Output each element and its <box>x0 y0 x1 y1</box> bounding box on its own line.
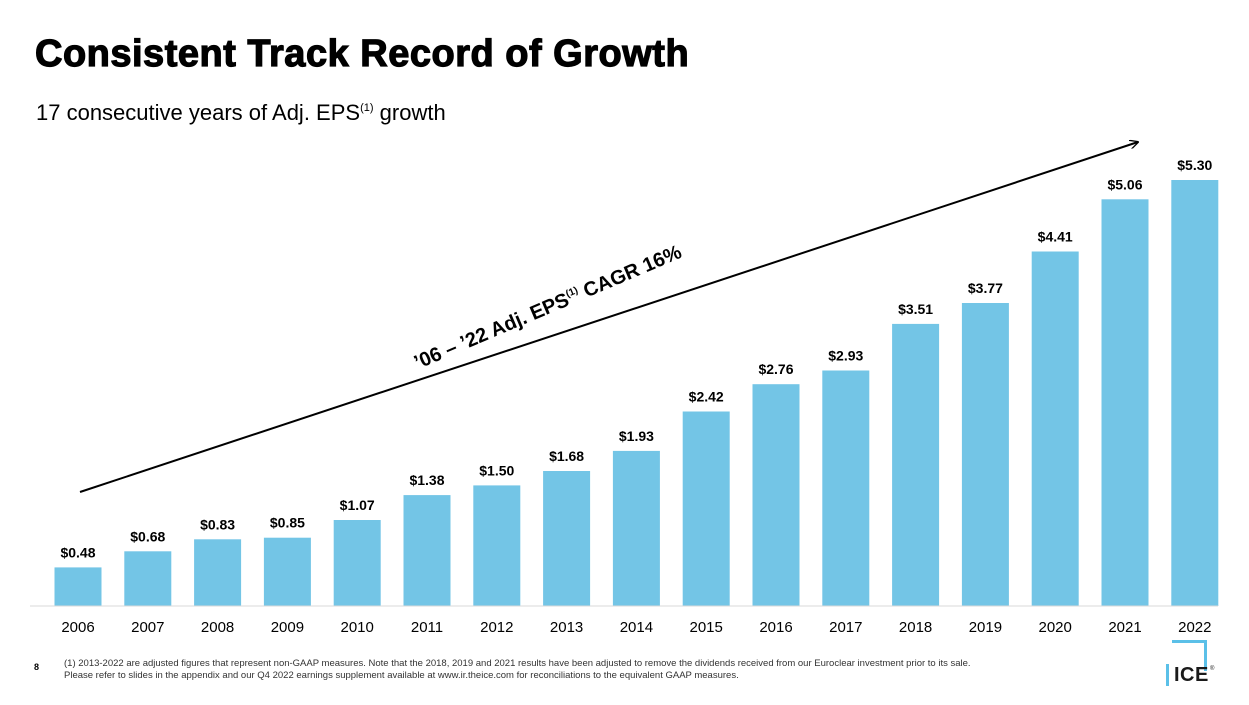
x-tick-label-2006: 2006 <box>61 619 94 636</box>
data-label-2009: $0.85 <box>270 515 305 531</box>
x-tick-label-2008: 2008 <box>201 619 234 636</box>
data-label-2018: $3.51 <box>898 301 933 317</box>
x-tick-label-2020: 2020 <box>1039 619 1072 636</box>
slide-title: Consistent Track Record of Growth <box>34 32 690 75</box>
bar-2011 <box>403 495 451 606</box>
bar-2020 <box>1031 251 1079 606</box>
bar-2007 <box>124 551 172 606</box>
bar-2021 <box>1101 199 1149 607</box>
x-tick-label-2010: 2010 <box>341 619 374 636</box>
bar-2022 <box>1171 180 1219 606</box>
data-label-2006: $0.48 <box>60 544 95 560</box>
x-tick-label-2019: 2019 <box>969 619 1002 636</box>
footnote: (1) 2013-2022 are adjusted figures that … <box>64 658 1124 682</box>
x-tick-label-2011: 2011 <box>411 619 443 636</box>
data-label-2016: $2.76 <box>758 361 793 377</box>
x-tick-label-2009: 2009 <box>271 619 304 636</box>
bar-2016 <box>752 384 800 606</box>
x-tick-label-2016: 2016 <box>759 619 792 636</box>
growth-trend-arrow <box>79 142 1138 493</box>
data-label-2017: $2.93 <box>828 348 863 364</box>
x-tick-label-2012: 2012 <box>480 619 513 636</box>
data-label-2020: $4.41 <box>1038 229 1073 245</box>
data-label-2022: $5.30 <box>1177 157 1212 173</box>
bar-2019 <box>961 303 1009 606</box>
bar-2008 <box>194 539 242 606</box>
x-tick-label-2022: 2022 <box>1178 619 1211 636</box>
data-label-2014: $1.93 <box>619 428 654 444</box>
subtitle-footnote-marker: (1) <box>360 102 374 114</box>
logo-bracket-shape <box>1172 640 1207 671</box>
bar-2013 <box>543 471 591 606</box>
x-tick-label-2007: 2007 <box>131 619 164 636</box>
bar-2010 <box>333 520 381 606</box>
data-label-2012: $1.50 <box>479 462 514 478</box>
slide-subtitle: 17 consecutive years of Adj. EPS(1) grow… <box>36 100 446 126</box>
x-tick-label-2018: 2018 <box>899 619 932 636</box>
ice-logo: ICE ® <box>1166 640 1218 688</box>
logo-registered-mark: ® <box>1210 666 1215 672</box>
data-label-2010: $1.07 <box>340 497 375 513</box>
logo-wordmark: ICE <box>1174 664 1209 686</box>
bar-2018 <box>892 323 940 606</box>
x-tick-label-2014: 2014 <box>620 619 653 636</box>
x-tick-label-2013: 2013 <box>550 619 583 636</box>
data-label-2011: $1.38 <box>409 472 444 488</box>
x-tick-label-2017: 2017 <box>829 619 862 636</box>
bars-group: $0.48 2006 $0.68 2007 $0.83 2008 $0.85 2009 $1.0… <box>54 157 1219 636</box>
data-label-2013: $1.68 <box>549 448 584 464</box>
bar-2009 <box>263 537 311 606</box>
bar-2015 <box>682 411 730 606</box>
data-label-2008: $0.83 <box>200 516 235 532</box>
bar-2014 <box>612 450 660 606</box>
data-label-2007: $0.68 <box>130 528 165 544</box>
footnote-line-1: (1) 2013-2022 are adjusted figures that … <box>64 658 971 669</box>
bar-2012 <box>473 485 521 606</box>
data-label-2019: $3.77 <box>968 280 1003 296</box>
data-label-2021: $5.06 <box>1107 176 1142 192</box>
bar-2017 <box>822 370 870 606</box>
bar-2006 <box>54 567 102 606</box>
x-tick-label-2021: 2021 <box>1108 619 1141 636</box>
subtitle-suffix: growth <box>373 100 446 125</box>
page-number: 8 <box>34 662 40 672</box>
footnote-line-2: Please refer to slides in the appendix a… <box>64 670 739 681</box>
data-label-2015: $2.42 <box>689 389 724 405</box>
subtitle-text: 17 consecutive years of Adj. EPS <box>36 100 361 125</box>
x-tick-label-2015: 2015 <box>690 619 723 636</box>
logo-side-bar <box>1166 664 1169 686</box>
